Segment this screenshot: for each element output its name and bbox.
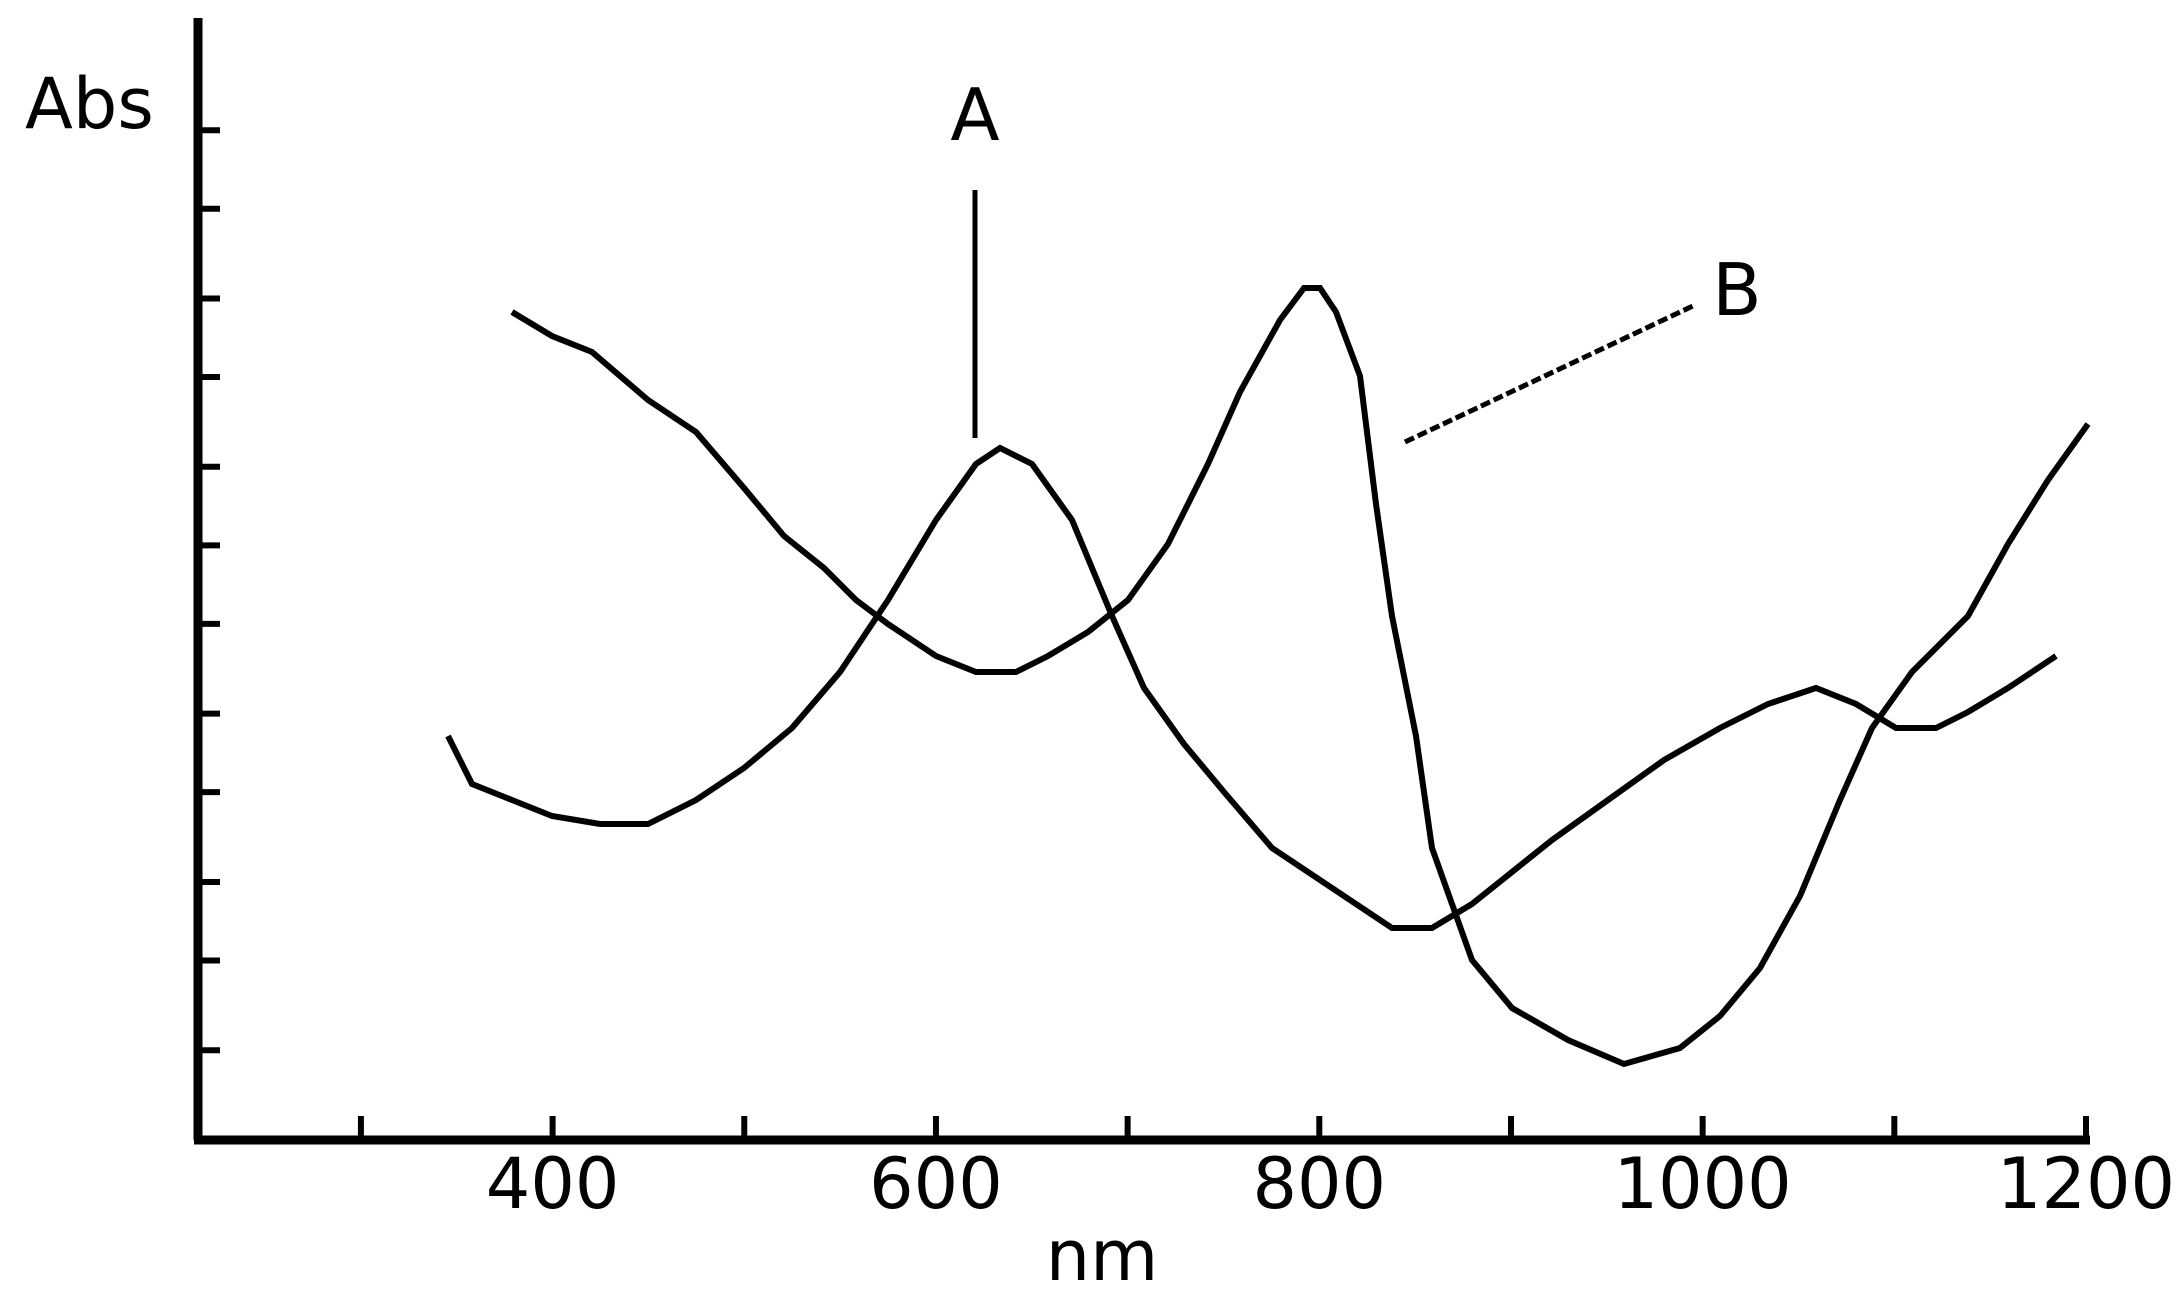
series-b-label: B [1712,248,1761,332]
series-a-line [445,444,2058,931]
x-tick-label: 1000 [1614,1143,1792,1225]
series-b-leader-line [1403,302,1697,445]
x-tick-label: 800 [1252,1143,1386,1225]
x-axis-title: nm [1046,1215,1159,1297]
series-a-label: A [950,73,999,157]
x-axis-tick-labels: 400 600 800 1000 1200 [486,1143,2175,1225]
x-tick-label: 600 [869,1143,1003,1225]
x-tick-label: 1200 [1997,1143,2175,1225]
series-layer [445,285,2091,1068]
x-tick-label: 400 [486,1143,620,1225]
series-b-line [510,285,2091,1068]
x-axis-ticks [357,1116,2089,1140]
y-axis-ticks [198,127,220,1054]
y-axis-title: Abs [25,63,154,145]
